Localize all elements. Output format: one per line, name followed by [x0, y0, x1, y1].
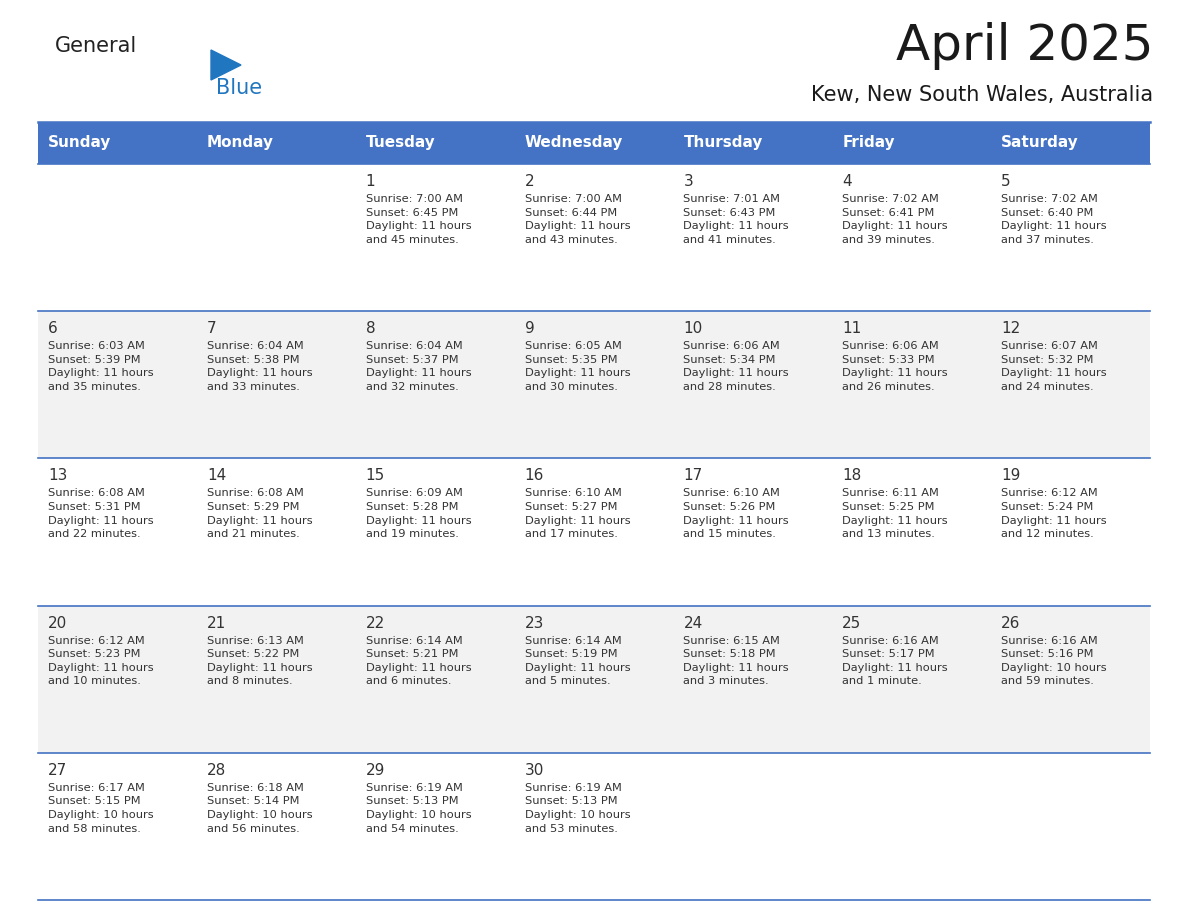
Text: Sunrise: 7:00 AM
Sunset: 6:45 PM
Daylight: 11 hours
and 45 minutes.: Sunrise: 7:00 AM Sunset: 6:45 PM Dayligh…	[366, 194, 472, 245]
Text: Sunrise: 6:14 AM
Sunset: 5:21 PM
Daylight: 11 hours
and 6 minutes.: Sunrise: 6:14 AM Sunset: 5:21 PM Dayligh…	[366, 635, 472, 687]
Text: 13: 13	[48, 468, 68, 484]
Text: Sunrise: 6:10 AM
Sunset: 5:27 PM
Daylight: 11 hours
and 17 minutes.: Sunrise: 6:10 AM Sunset: 5:27 PM Dayligh…	[525, 488, 630, 539]
Text: Sunrise: 7:02 AM
Sunset: 6:41 PM
Daylight: 11 hours
and 39 minutes.: Sunrise: 7:02 AM Sunset: 6:41 PM Dayligh…	[842, 194, 948, 245]
Text: Sunrise: 6:10 AM
Sunset: 5:26 PM
Daylight: 11 hours
and 15 minutes.: Sunrise: 6:10 AM Sunset: 5:26 PM Dayligh…	[683, 488, 789, 539]
Text: Sunrise: 6:04 AM
Sunset: 5:38 PM
Daylight: 11 hours
and 33 minutes.: Sunrise: 6:04 AM Sunset: 5:38 PM Dayligh…	[207, 341, 312, 392]
Bar	[38, 606, 1150, 753]
Text: 12: 12	[1001, 321, 1020, 336]
Text: 27: 27	[48, 763, 68, 778]
Text: 21: 21	[207, 616, 226, 631]
Text: Sunrise: 6:04 AM
Sunset: 5:37 PM
Daylight: 11 hours
and 32 minutes.: Sunrise: 6:04 AM Sunset: 5:37 PM Dayligh…	[366, 341, 472, 392]
Text: 23: 23	[525, 616, 544, 631]
Text: 20: 20	[48, 616, 68, 631]
Text: 30: 30	[525, 763, 544, 778]
Text: General: General	[55, 36, 138, 56]
Text: Sunrise: 6:15 AM
Sunset: 5:18 PM
Daylight: 11 hours
and 3 minutes.: Sunrise: 6:15 AM Sunset: 5:18 PM Dayligh…	[683, 635, 789, 687]
Text: Wednesday: Wednesday	[525, 136, 623, 151]
Text: Monday: Monday	[207, 136, 274, 151]
Text: 16: 16	[525, 468, 544, 484]
Text: Sunrise: 6:06 AM
Sunset: 5:34 PM
Daylight: 11 hours
and 28 minutes.: Sunrise: 6:06 AM Sunset: 5:34 PM Dayligh…	[683, 341, 789, 392]
Text: 15: 15	[366, 468, 385, 484]
Text: Sunrise: 6:06 AM
Sunset: 5:33 PM
Daylight: 11 hours
and 26 minutes.: Sunrise: 6:06 AM Sunset: 5:33 PM Dayligh…	[842, 341, 948, 392]
Text: 6: 6	[48, 321, 58, 336]
Text: Sunrise: 6:18 AM
Sunset: 5:14 PM
Daylight: 10 hours
and 56 minutes.: Sunrise: 6:18 AM Sunset: 5:14 PM Dayligh…	[207, 783, 312, 834]
Text: 2: 2	[525, 174, 535, 189]
Text: 28: 28	[207, 763, 226, 778]
Text: Sunrise: 6:08 AM
Sunset: 5:31 PM
Daylight: 11 hours
and 22 minutes.: Sunrise: 6:08 AM Sunset: 5:31 PM Dayligh…	[48, 488, 153, 539]
Text: Sunrise: 6:09 AM
Sunset: 5:28 PM
Daylight: 11 hours
and 19 minutes.: Sunrise: 6:09 AM Sunset: 5:28 PM Dayligh…	[366, 488, 472, 539]
Text: 25: 25	[842, 616, 861, 631]
Text: 4: 4	[842, 174, 852, 189]
Text: Sunrise: 6:14 AM
Sunset: 5:19 PM
Daylight: 11 hours
and 5 minutes.: Sunrise: 6:14 AM Sunset: 5:19 PM Dayligh…	[525, 635, 630, 687]
Text: Tuesday: Tuesday	[366, 136, 436, 151]
Text: 11: 11	[842, 321, 861, 336]
Text: Sunrise: 6:05 AM
Sunset: 5:35 PM
Daylight: 11 hours
and 30 minutes.: Sunrise: 6:05 AM Sunset: 5:35 PM Dayligh…	[525, 341, 630, 392]
Text: Sunrise: 6:17 AM
Sunset: 5:15 PM
Daylight: 10 hours
and 58 minutes.: Sunrise: 6:17 AM Sunset: 5:15 PM Dayligh…	[48, 783, 153, 834]
Bar	[38, 164, 1150, 311]
Text: 7: 7	[207, 321, 216, 336]
Text: 9: 9	[525, 321, 535, 336]
Text: Sunrise: 6:11 AM
Sunset: 5:25 PM
Daylight: 11 hours
and 13 minutes.: Sunrise: 6:11 AM Sunset: 5:25 PM Dayligh…	[842, 488, 948, 539]
Text: 26: 26	[1001, 616, 1020, 631]
Text: Sunrise: 7:01 AM
Sunset: 6:43 PM
Daylight: 11 hours
and 41 minutes.: Sunrise: 7:01 AM Sunset: 6:43 PM Dayligh…	[683, 194, 789, 245]
Text: Thursday: Thursday	[683, 136, 763, 151]
Bar	[38, 122, 1150, 164]
Text: Sunrise: 6:19 AM
Sunset: 5:13 PM
Daylight: 10 hours
and 54 minutes.: Sunrise: 6:19 AM Sunset: 5:13 PM Dayligh…	[366, 783, 472, 834]
Text: April 2025: April 2025	[896, 22, 1154, 70]
Text: Saturday: Saturday	[1001, 136, 1079, 151]
Text: Sunrise: 6:12 AM
Sunset: 5:23 PM
Daylight: 11 hours
and 10 minutes.: Sunrise: 6:12 AM Sunset: 5:23 PM Dayligh…	[48, 635, 153, 687]
Text: Sunrise: 6:19 AM
Sunset: 5:13 PM
Daylight: 10 hours
and 53 minutes.: Sunrise: 6:19 AM Sunset: 5:13 PM Dayligh…	[525, 783, 630, 834]
Text: 22: 22	[366, 616, 385, 631]
Text: 18: 18	[842, 468, 861, 484]
Text: Sunrise: 7:02 AM
Sunset: 6:40 PM
Daylight: 11 hours
and 37 minutes.: Sunrise: 7:02 AM Sunset: 6:40 PM Dayligh…	[1001, 194, 1107, 245]
Text: 29: 29	[366, 763, 385, 778]
Text: 17: 17	[683, 468, 702, 484]
Text: Sunday: Sunday	[48, 136, 112, 151]
Text: Sunrise: 6:03 AM
Sunset: 5:39 PM
Daylight: 11 hours
and 35 minutes.: Sunrise: 6:03 AM Sunset: 5:39 PM Dayligh…	[48, 341, 153, 392]
Text: Sunrise: 6:08 AM
Sunset: 5:29 PM
Daylight: 11 hours
and 21 minutes.: Sunrise: 6:08 AM Sunset: 5:29 PM Dayligh…	[207, 488, 312, 539]
Text: 14: 14	[207, 468, 226, 484]
Text: Sunrise: 7:00 AM
Sunset: 6:44 PM
Daylight: 11 hours
and 43 minutes.: Sunrise: 7:00 AM Sunset: 6:44 PM Dayligh…	[525, 194, 630, 245]
Text: 3: 3	[683, 174, 693, 189]
Text: Sunrise: 6:16 AM
Sunset: 5:16 PM
Daylight: 10 hours
and 59 minutes.: Sunrise: 6:16 AM Sunset: 5:16 PM Dayligh…	[1001, 635, 1107, 687]
Polygon shape	[211, 50, 241, 80]
Text: 1: 1	[366, 174, 375, 189]
Text: 10: 10	[683, 321, 702, 336]
Text: 19: 19	[1001, 468, 1020, 484]
Text: 5: 5	[1001, 174, 1011, 189]
Text: 24: 24	[683, 616, 702, 631]
Text: 8: 8	[366, 321, 375, 336]
Text: Sunrise: 6:16 AM
Sunset: 5:17 PM
Daylight: 11 hours
and 1 minute.: Sunrise: 6:16 AM Sunset: 5:17 PM Dayligh…	[842, 635, 948, 687]
Text: Friday: Friday	[842, 136, 895, 151]
Text: Blue: Blue	[216, 78, 263, 98]
Text: Kew, New South Wales, Australia: Kew, New South Wales, Australia	[811, 85, 1154, 105]
Bar	[38, 311, 1150, 458]
Bar	[38, 458, 1150, 606]
Text: Sunrise: 6:12 AM
Sunset: 5:24 PM
Daylight: 11 hours
and 12 minutes.: Sunrise: 6:12 AM Sunset: 5:24 PM Dayligh…	[1001, 488, 1107, 539]
Text: Sunrise: 6:13 AM
Sunset: 5:22 PM
Daylight: 11 hours
and 8 minutes.: Sunrise: 6:13 AM Sunset: 5:22 PM Dayligh…	[207, 635, 312, 687]
Text: Sunrise: 6:07 AM
Sunset: 5:32 PM
Daylight: 11 hours
and 24 minutes.: Sunrise: 6:07 AM Sunset: 5:32 PM Dayligh…	[1001, 341, 1107, 392]
Bar	[38, 753, 1150, 900]
